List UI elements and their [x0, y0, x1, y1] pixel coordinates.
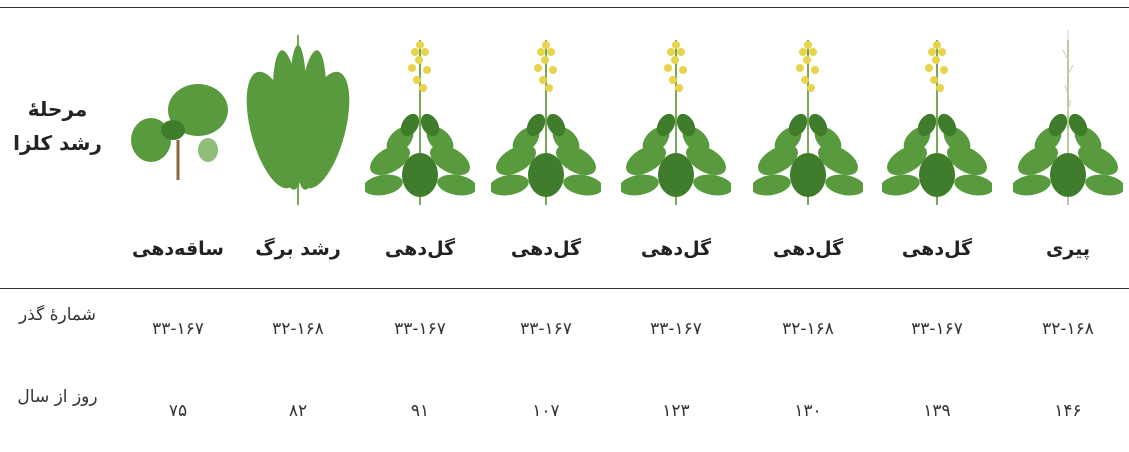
mid-rule [0, 288, 1129, 289]
pass-number: ۳۲-۱۶۸ [1042, 319, 1094, 339]
stage-label: گل‌دهی [901, 238, 973, 260]
pass-number: ۳۳-۱۶۷ [650, 319, 702, 339]
plant-image [365, 40, 475, 205]
day-of-year: ۸۲ [288, 401, 308, 421]
stage-label: ساقه‌دهی [132, 238, 224, 260]
stage-label: گل‌دهی [640, 238, 712, 260]
day-of-year: ۹۱ [410, 401, 430, 421]
pass-number: ۳۳-۱۶۷ [152, 319, 204, 339]
plant-image [621, 40, 731, 205]
pass-number: ۳۲-۱۶۸ [272, 319, 324, 339]
day-of-year: ۱۳۰ [794, 401, 822, 421]
pass-number: ۳۳-۱۶۷ [520, 319, 572, 339]
stage-label: گل‌دهی [510, 238, 582, 260]
plant-image [1013, 30, 1123, 205]
stage-label: رشد برگ [255, 238, 341, 260]
day-of-year: ۷۵ [168, 401, 188, 421]
top-rule [0, 7, 1129, 8]
row-header: شمارهٔ گذر [19, 305, 96, 325]
day-of-year: ۱۴۶ [1054, 401, 1082, 421]
row-header: مرحلهٔ رشد کلزا [13, 97, 102, 155]
pass-number: ۳۳-۱۶۷ [911, 319, 963, 339]
plant-image [753, 40, 863, 205]
plant-image [882, 40, 992, 205]
pass-number: ۳۲-۱۶۸ [782, 319, 834, 339]
stage-label: گل‌دهی [772, 238, 844, 260]
plant-image [491, 40, 601, 205]
stage-label: پیری [1045, 238, 1091, 260]
day-of-year: ۱۰۷ [532, 401, 560, 421]
row-header: روز از سال [17, 387, 98, 407]
plant-image [131, 84, 228, 180]
stage-label: گل‌دهی [384, 238, 456, 260]
day-of-year: ۱۳۹ [923, 401, 951, 421]
plant-image [246, 35, 350, 205]
pass-number: ۳۳-۱۶۷ [394, 319, 446, 339]
day-of-year: ۱۲۳ [662, 401, 690, 421]
